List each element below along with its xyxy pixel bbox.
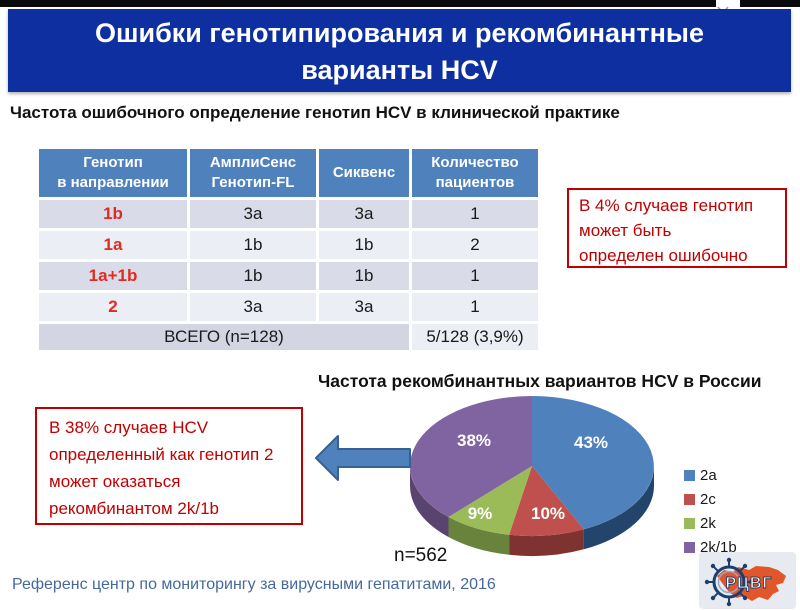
cell-amplisens: 1b bbox=[190, 231, 316, 259]
pie-side-2c bbox=[509, 529, 584, 557]
top-border-strip bbox=[0, 0, 800, 7]
cell-sequence: 3a bbox=[319, 200, 409, 228]
legend-swatch-2a bbox=[684, 470, 695, 481]
virus-icon bbox=[704, 557, 754, 607]
col-header-patients: Количество пациентов bbox=[412, 149, 538, 197]
chart-legend: 2a 2c 2k 2k/1b bbox=[684, 467, 737, 556]
cell-genotype: 1a+1b bbox=[39, 262, 187, 290]
col-header-sequence: Сиквенс bbox=[319, 149, 409, 197]
page-curl-notch bbox=[716, 0, 740, 12]
cell-patients: 1 bbox=[412, 262, 538, 290]
pie-slice-2k1b bbox=[410, 396, 532, 517]
legend-item-2a: 2a bbox=[684, 467, 737, 484]
cell-sequence: 1b bbox=[319, 231, 409, 259]
callout-recombinant: В 38% случаев HCV определенный как генот… bbox=[35, 407, 303, 525]
legend-item-2k1b: 2k/1b bbox=[684, 539, 737, 556]
cell-genotype: 2 bbox=[39, 293, 187, 321]
cell-genotype: 1a bbox=[39, 231, 187, 259]
total-label: ВСЕГО (n=128) bbox=[39, 324, 409, 350]
cell-amplisens: 3a bbox=[190, 200, 316, 228]
cell-amplisens: 1b bbox=[190, 262, 316, 290]
left-arrow-icon bbox=[315, 435, 411, 481]
pie-side-2k1b bbox=[410, 466, 449, 537]
cell-sequence: 1b bbox=[319, 262, 409, 290]
pie-label-2k: 9% bbox=[468, 504, 493, 523]
cell-amplisens: 3a bbox=[190, 293, 316, 321]
pie-chart: 43% 10% 9% 38% bbox=[410, 396, 654, 557]
chart-title: Частота рекомбинантных вариантов HCV в Р… bbox=[318, 371, 762, 391]
cell-sequence: 3a bbox=[319, 293, 409, 321]
pie-label-2c: 10% bbox=[531, 504, 565, 523]
footer-credit: Референс центр по мониторингу за вирусны… bbox=[12, 576, 496, 593]
slide-title-line1: Ошибки генотипирования и рекомбинантные bbox=[95, 18, 704, 48]
pie-label-2k1b: 38% bbox=[457, 431, 491, 450]
slide-title-line2: варианты HCV bbox=[301, 55, 498, 85]
pie-side-2a bbox=[583, 466, 654, 550]
table-row: 1b 3a 3a 1 bbox=[39, 200, 538, 228]
table-row: 2 3a 3a 1 bbox=[39, 293, 538, 321]
legend-item-2k: 2k bbox=[684, 515, 737, 532]
pie-slice-2k bbox=[448, 466, 532, 535]
table-section-heading: Частота ошибочного определение генотип H… bbox=[10, 103, 620, 122]
cell-patients: 1 bbox=[412, 200, 538, 228]
pie-slice-2c bbox=[509, 466, 584, 537]
col-header-genotype: Генотип в направлении bbox=[39, 149, 187, 197]
pie-side-2k bbox=[448, 517, 510, 555]
total-value: 5/128 (3,9%) bbox=[412, 324, 538, 350]
logo-text: РЦВГ bbox=[726, 575, 773, 592]
table-row: 1a 1b 1b 2 bbox=[39, 231, 538, 259]
legend-swatch-2c bbox=[684, 494, 695, 505]
legend-item-2c: 2c bbox=[684, 491, 737, 508]
cell-genotype: 1b bbox=[39, 200, 187, 228]
rcvg-logo: РЦВГ bbox=[699, 552, 796, 609]
sample-size-label: n=562 bbox=[394, 545, 448, 566]
table-total-row: ВСЕГО (n=128) 5/128 (3,9%) bbox=[39, 324, 538, 350]
table-header-row: Генотип в направлении АмплиСенс Генотип-… bbox=[39, 149, 538, 197]
title-banner: Ошибки генотипирования и рекомбинантные … bbox=[8, 9, 791, 92]
cell-patients: 2 bbox=[412, 231, 538, 259]
col-header-amplisens: АмплиСенс Генотип-FL bbox=[190, 149, 316, 197]
genotyping-table: Генотип в направлении АмплиСенс Генотип-… bbox=[36, 146, 541, 353]
cell-patients: 1 bbox=[412, 293, 538, 321]
legend-swatch-2k bbox=[684, 518, 695, 529]
table-row: 1a+1b 1b 1b 1 bbox=[39, 262, 538, 290]
callout-genotype-error: В 4% случаев генотип может быть определе… bbox=[567, 188, 787, 268]
pie-label-2a: 43% bbox=[574, 433, 608, 452]
legend-swatch-2k1b bbox=[684, 542, 695, 553]
pie-slice-2a bbox=[532, 396, 654, 530]
